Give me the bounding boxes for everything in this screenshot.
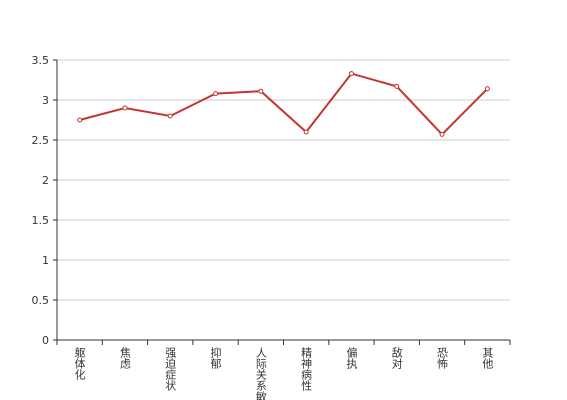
y-tick-label: 2 — [42, 174, 49, 187]
x-tick-label: 抑郁 — [209, 346, 222, 369]
point — [394, 83, 400, 89]
line — [79, 72, 489, 136]
y-tick-label: 2.5 — [32, 134, 50, 147]
x-tick-label: 躯体化 — [73, 347, 86, 381]
x-tick-label: 其他 — [481, 347, 494, 369]
point — [439, 131, 445, 137]
x-tick-label: 精神病性 — [300, 347, 313, 392]
x-tick-label: 强迫症状 — [164, 347, 177, 391]
point — [303, 129, 309, 135]
y-tick-label: 3.5 — [32, 54, 50, 67]
point — [348, 71, 354, 77]
y-tick-label: 1.5 — [32, 214, 50, 227]
point — [213, 91, 219, 97]
x-tick-label: 偏执 — [345, 346, 358, 370]
point — [484, 86, 490, 92]
point — [258, 88, 264, 94]
x-tick-label: 焦虑 — [118, 347, 131, 369]
point — [122, 105, 128, 111]
x-tick-label: 恐怖 — [436, 347, 449, 369]
x-tick-label: 人际关系敏 — [254, 347, 267, 400]
point — [167, 113, 173, 119]
x-tick-label: 敌对 — [390, 346, 403, 369]
y-tick-label: 1 — [42, 254, 49, 267]
point — [77, 117, 83, 123]
y-tick-label: 3 — [42, 94, 49, 107]
y-tick-label: 0 — [42, 334, 49, 347]
y-tick-label: 0.5 — [32, 294, 50, 307]
